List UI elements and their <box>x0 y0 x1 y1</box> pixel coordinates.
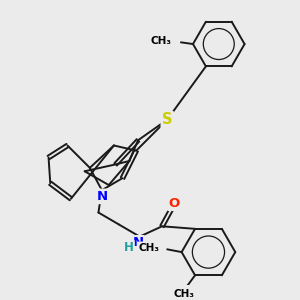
Text: H: H <box>124 241 134 254</box>
Text: CH₃: CH₃ <box>150 36 171 46</box>
Text: CH₃: CH₃ <box>173 289 194 299</box>
Text: S: S <box>162 112 172 127</box>
Text: CH₃: CH₃ <box>139 243 160 253</box>
Text: O: O <box>168 197 180 210</box>
Text: N: N <box>132 236 143 249</box>
Text: N: N <box>97 190 108 203</box>
